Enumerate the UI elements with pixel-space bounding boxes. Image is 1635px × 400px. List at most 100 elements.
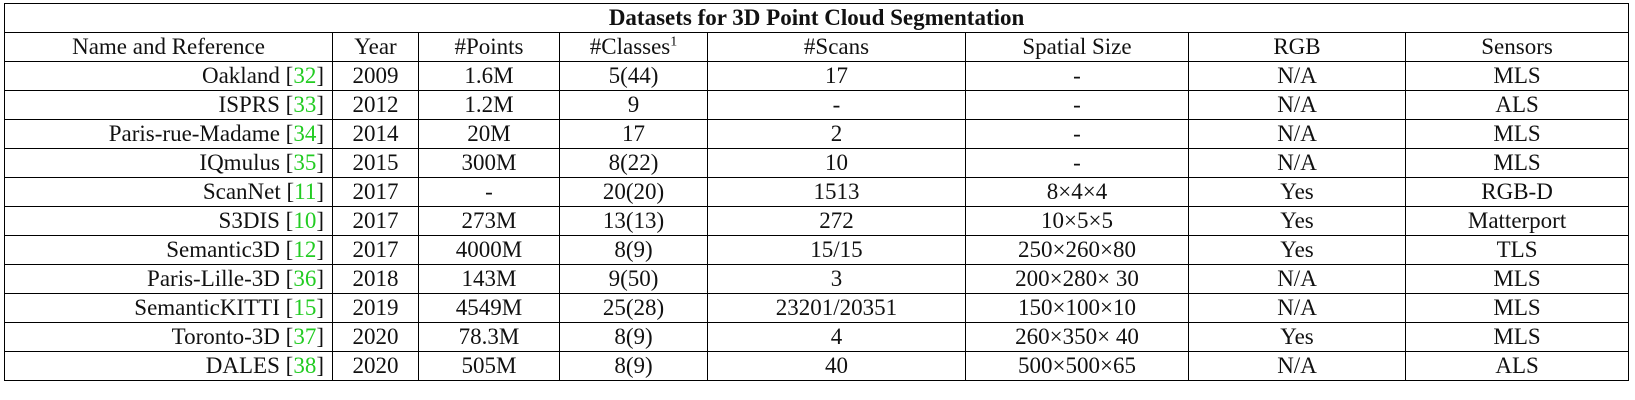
cell-spatial: 200×280× 30 xyxy=(965,264,1189,294)
dataset-name: ScanNet xyxy=(202,179,281,204)
cell-classes: 8(9) xyxy=(559,351,708,381)
cell-spatial: 250×260×80 xyxy=(965,235,1189,265)
cell-rgb: N/A xyxy=(1188,148,1406,178)
dataset-name: IQmulus xyxy=(199,150,280,175)
header-sensors: Sensors xyxy=(1404,32,1630,62)
header-rgb: RGB xyxy=(1188,32,1406,62)
cell-sensors: RGB-D xyxy=(1404,177,1630,207)
cell-rgb: Yes xyxy=(1188,177,1406,207)
cell-sensors: MLS xyxy=(1404,148,1630,178)
dataset-name: Oakland xyxy=(201,63,280,88)
table-row: IQmulus [35] 2015 300M 8(22) 10- N/A MLS xyxy=(4,148,1630,178)
cell-scans: 40 xyxy=(707,351,966,381)
cell-sensors: MLS xyxy=(1404,264,1630,294)
cell-classes: 9(50) xyxy=(559,264,708,294)
cell-name: Paris-Lille-3D [36] xyxy=(4,264,333,294)
citation-link[interactable]: 33 xyxy=(293,92,317,117)
header-year: Year xyxy=(332,32,419,62)
cell-scans: 15/15 xyxy=(707,235,966,265)
cell-year: 2017 xyxy=(332,206,419,236)
datasets-table: Datasets for 3D Point Cloud Segmentation… xyxy=(3,3,1630,381)
cell-points: 4549M xyxy=(418,293,560,323)
cell-name: IQmulus [35] xyxy=(4,148,333,178)
table-row: Semantic3D [12] 2017 4000M 8(9) 15/15 250×260… xyxy=(4,235,1630,265)
cell-rgb: Yes xyxy=(1188,322,1406,352)
cell-points: 1.2M xyxy=(418,90,560,120)
citation-link[interactable]: 35 xyxy=(293,150,317,175)
cell-classes: 8(9) xyxy=(559,322,708,352)
cell-name: Semantic3D [12] xyxy=(4,235,333,265)
table-body: Oakland [32] 2009 1.6M 5(44) 17- N/A MLS ISPRS … xyxy=(4,61,1630,381)
table-row: Toronto-3D [37] 2020 78.3M 8(9) 4 260×350× 40… xyxy=(4,322,1630,352)
cell-spatial: - xyxy=(965,148,1189,178)
header-classes: #Classes1 xyxy=(559,32,708,62)
cell-classes: 9 xyxy=(559,90,708,120)
cell-spatial: - xyxy=(965,61,1189,91)
cell-points: 505M xyxy=(418,351,560,381)
cell-classes: 8(22) xyxy=(559,148,708,178)
table-row: DALES [38] 2020 505M 8(9) 40 500×500×65 N/A ALS xyxy=(4,351,1630,381)
cell-scans: 2 xyxy=(707,119,966,149)
dataset-name: ISPRS xyxy=(218,92,280,117)
citation-link[interactable]: 38 xyxy=(293,353,317,378)
cell-classes: 13(13) xyxy=(559,206,708,236)
citation-link[interactable]: 12 xyxy=(293,237,317,262)
cell-rgb: N/A xyxy=(1188,351,1406,381)
cell-year: 2014 xyxy=(332,119,419,149)
cell-name: S3DIS [10] xyxy=(4,206,333,236)
cell-year: 2017 xyxy=(332,235,419,265)
cell-rgb: Yes xyxy=(1188,206,1406,236)
cell-name: Toronto-3D [37] xyxy=(4,322,333,352)
citation-link[interactable]: 32 xyxy=(293,63,317,88)
cell-rgb: Yes xyxy=(1188,235,1406,265)
table-row: Paris-Lille-3D [36] 2018 143M 9(50) 3 200×280… xyxy=(4,264,1630,294)
cell-classes: 5(44) xyxy=(559,61,708,91)
dataset-name: Semantic3D xyxy=(166,237,280,262)
cell-sensors: MLS xyxy=(1404,293,1630,323)
cell-points: 143M xyxy=(418,264,560,294)
header-classes-label: #Classes xyxy=(589,34,671,59)
cell-classes: 20(20) xyxy=(559,177,708,207)
cell-spatial: 150×100×10 xyxy=(965,293,1189,323)
citation-link[interactable]: 11 xyxy=(294,179,317,204)
cell-spatial: 10×5×5 xyxy=(965,206,1189,236)
dataset-name: Toronto-3D xyxy=(171,324,280,349)
cell-name: ISPRS [33] xyxy=(4,90,333,120)
cell-points: 300M xyxy=(418,148,560,178)
table-row: Paris-rue-Madame [34] 2014 20M 17 2- N/A MLS xyxy=(4,119,1630,149)
cell-scans: 10 xyxy=(707,148,966,178)
cell-year: 2012 xyxy=(332,90,419,120)
table-row: ScanNet [11] 2017-20(20) 1513 8×4×4 Yes RGB-D xyxy=(4,177,1630,207)
cell-points: 78.3M xyxy=(418,322,560,352)
cell-name: ScanNet [11] xyxy=(4,177,333,207)
cell-year: 2009 xyxy=(332,61,419,91)
dataset-name: Paris-Lille-3D xyxy=(147,266,280,291)
table-title: Datasets for 3D Point Cloud Segmentation xyxy=(3,3,1630,33)
citation-link[interactable]: 37 xyxy=(293,324,317,349)
cell-sensors: ALS xyxy=(1404,90,1630,120)
header-spatial-size: Spatial Size xyxy=(965,32,1189,62)
cell-name: Oakland [32] xyxy=(4,61,333,91)
cell-classes: 8(9) xyxy=(559,235,708,265)
cell-rgb: N/A xyxy=(1188,264,1406,294)
header-points: #Points xyxy=(418,32,560,62)
table-container: Datasets for 3D Point Cloud Segmentation… xyxy=(3,3,1630,381)
cell-classes: 17 xyxy=(559,119,708,149)
table-row: Oakland [32] 2009 1.6M 5(44) 17- N/A MLS xyxy=(4,61,1630,91)
citation-link[interactable]: 34 xyxy=(293,121,317,146)
cell-sensors: Matterport xyxy=(1404,206,1630,236)
cell-name: Paris-rue-Madame [34] xyxy=(4,119,333,149)
dataset-name: S3DIS xyxy=(218,208,280,233)
cell-spatial: 500×500×65 xyxy=(965,351,1189,381)
cell-sensors: MLS xyxy=(1404,61,1630,91)
dataset-name: Paris-rue-Madame xyxy=(108,121,280,146)
cell-sensors: TLS xyxy=(1404,235,1630,265)
cell-spatial: 260×350× 40 xyxy=(965,322,1189,352)
cell-scans: 17 xyxy=(707,61,966,91)
citation-link[interactable]: 15 xyxy=(293,295,317,320)
citation-link[interactable]: 10 xyxy=(293,208,317,233)
cell-rgb: N/A xyxy=(1188,293,1406,323)
cell-rgb: N/A xyxy=(1188,119,1406,149)
cell-name: SemanticKITTI [15] xyxy=(4,293,333,323)
citation-link[interactable]: 36 xyxy=(293,266,317,291)
